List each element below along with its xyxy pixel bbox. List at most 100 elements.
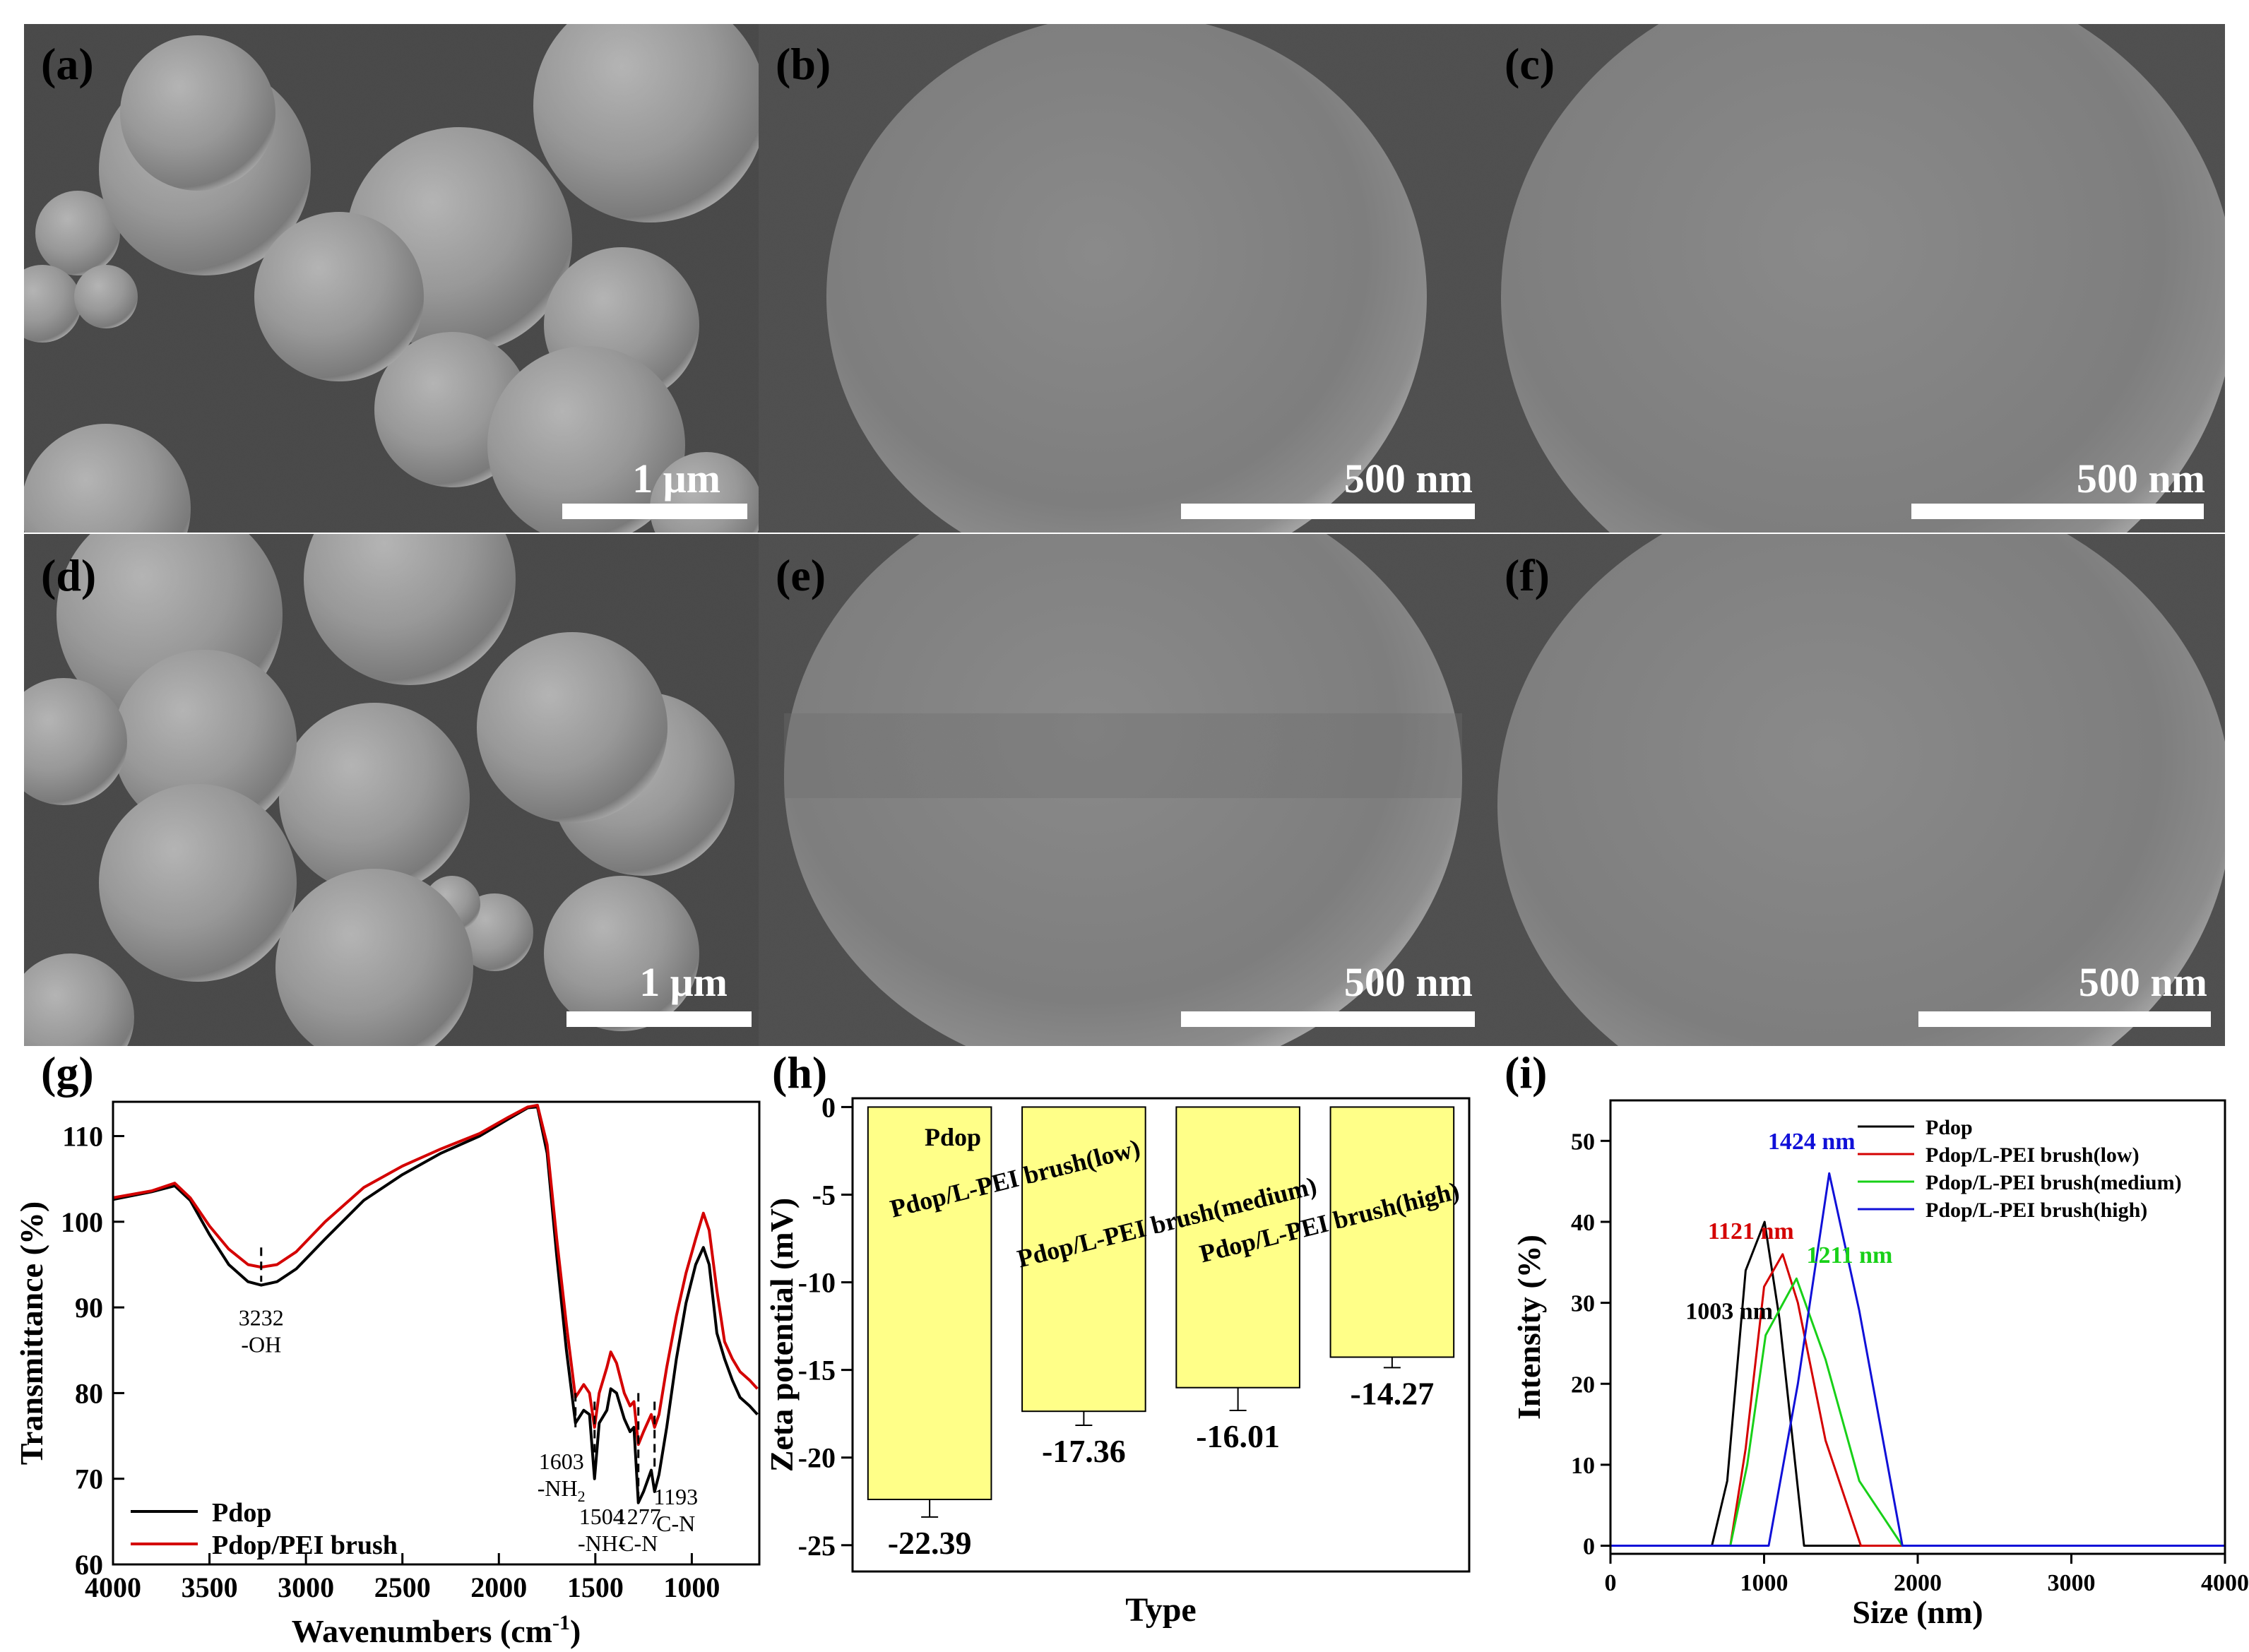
x-tick-label: 3000 <box>278 1571 334 1603</box>
y-tick-label: 30 <box>1571 1291 1595 1317</box>
y-tick-label: 20 <box>1571 1372 1595 1398</box>
sem-image-c <box>1488 24 2225 533</box>
peak-label-1: 1121 nm <box>1708 1218 1794 1244</box>
y-axis-label: Zeta potential (mV) <box>764 1198 800 1472</box>
annotation-label: -NH2 <box>538 1475 586 1505</box>
scale-bar-c <box>1911 504 2204 519</box>
y-tick-label: -5 <box>812 1179 836 1211</box>
sem-image-f <box>1488 534 2225 1046</box>
value-label-3: -14.27 <box>1350 1375 1434 1411</box>
sem-panel-c: (c) 500 nm <box>1488 24 2225 533</box>
plot-frame-g <box>112 1100 761 1566</box>
y-tick-label: -25 <box>798 1530 836 1562</box>
x-tick-label: 4000 <box>85 1571 141 1603</box>
y-tick-label: 100 <box>61 1206 103 1238</box>
y-tick-label: 110 <box>62 1121 103 1153</box>
y-tick-label: 80 <box>75 1377 103 1409</box>
panel-label-b: (b) <box>776 39 831 89</box>
sem-image-a <box>24 24 759 533</box>
bar-2 <box>1175 1106 1300 1389</box>
x-axis-label: Size (nm) <box>1852 1594 1983 1630</box>
scale-bar-a <box>562 504 747 519</box>
x-tick-label: 1000 <box>663 1571 720 1603</box>
panel-label-e: (e) <box>776 550 826 600</box>
sem-image-e <box>759 534 1488 1046</box>
bar-1 <box>1021 1106 1146 1413</box>
annotation-label: C-N <box>619 1531 658 1556</box>
series-line-0 <box>1610 1220 2225 1547</box>
x-axis-label: Wavenumbers (cm-1) <box>292 1611 581 1649</box>
y-tick-label: 90 <box>75 1292 103 1324</box>
scale-label-d: 1 μm <box>639 959 728 1005</box>
legend-label-2: Pdop/L-PEI brush(medium) <box>1925 1171 2182 1194</box>
y-tick-label: -15 <box>798 1355 836 1386</box>
scale-label-f: 500 nm <box>2079 959 2207 1005</box>
legend-label-1: Pdop/L-PEI brush(low) <box>1925 1143 2140 1167</box>
category-label-0: Pdop <box>925 1123 981 1151</box>
x-tick-label: 2000 <box>470 1571 527 1603</box>
y-tick-label: 50 <box>1571 1129 1595 1155</box>
x-tick-label: 1000 <box>1740 1570 1788 1596</box>
annotation-label: 1193 <box>653 1484 698 1509</box>
scale-label-b: 500 nm <box>1344 456 1473 501</box>
bar-0 <box>867 1106 992 1501</box>
y-tick-label: 0 <box>1583 1534 1595 1560</box>
x-tick-label: 2000 <box>1894 1570 1942 1596</box>
legend-label-3: Pdop/L-PEI brush(high) <box>1925 1199 2147 1222</box>
x-tick-label: 0 <box>1605 1570 1617 1596</box>
annotation-label: 1603 <box>539 1449 584 1474</box>
scale-label-e: 500 nm <box>1344 959 1473 1005</box>
series-line-1 <box>1610 1253 2225 1547</box>
chart-g: (g) 4000 3500 3000 2500 2000 1500 1000 60 70 80 90 1… <box>13 1047 761 1649</box>
series-line-2 <box>1610 1277 2225 1547</box>
value-label-2: -16.01 <box>1196 1418 1280 1454</box>
panel-label-f: (f) <box>1505 550 1550 600</box>
x-tick-label: 3000 <box>2048 1570 2096 1596</box>
scale-label-a: 1 μm <box>632 456 720 501</box>
annotation-label: -OH <box>241 1332 281 1357</box>
annotation-label: -NH- <box>578 1531 626 1556</box>
bar-3 <box>1329 1106 1455 1358</box>
y-tick-label: -10 <box>798 1267 836 1299</box>
y-axis-label: Transmittance (%) <box>13 1201 49 1465</box>
chart-i: (i) 0 1000 2000 3000 4000 0 10 20 30 40 50 Size (nm)… <box>1505 1047 2249 1630</box>
annotation-label: C-N <box>656 1511 695 1536</box>
peak-label-3: 1424 nm <box>1768 1129 1856 1155</box>
scale-bar-d <box>566 1011 752 1027</box>
sem-panel-e: (e) 500 nm <box>759 534 1488 1046</box>
x-axis-label: Type <box>1125 1591 1196 1629</box>
sem-panel-f: (f) 500 nm <box>1488 534 2225 1046</box>
x-tick-label: 4000 <box>2201 1570 2249 1596</box>
annotation-label: 3232 <box>239 1305 284 1331</box>
scale-bar-b <box>1181 504 1475 519</box>
x-tick-label: 1500 <box>567 1571 624 1603</box>
y-tick-label: 10 <box>1571 1453 1595 1479</box>
panel-label-h: (h) <box>772 1047 827 1098</box>
legend-label-0: Pdop <box>212 1498 271 1528</box>
y-axis-label: Intensity (%) <box>1511 1235 1547 1420</box>
sem-image-b <box>759 24 1488 533</box>
panel-label-a: (a) <box>41 39 94 89</box>
series-line-3 <box>1610 1172 2225 1547</box>
sem-image-d <box>24 534 759 1046</box>
value-label-0: -22.39 <box>888 1525 972 1561</box>
peak-label-2: 1211 nm <box>1806 1242 1892 1268</box>
series-line-0 <box>112 1105 759 1504</box>
legend-label-1: Pdop/PEI brush <box>212 1531 398 1560</box>
x-tick-label: 2500 <box>374 1571 431 1603</box>
y-tick-label: 40 <box>1571 1210 1595 1236</box>
legend-label-0: Pdop <box>1925 1116 1973 1139</box>
sem-panel-a: (a) 1 μm <box>24 24 759 533</box>
y-tick-label: 60 <box>75 1549 103 1581</box>
panel-label-i: (i) <box>1505 1047 1547 1098</box>
sem-panel-b: (b) 500 nm <box>759 24 1488 533</box>
annotation-label: 1277 <box>616 1504 661 1529</box>
peak-label-0: 1003 nm <box>1685 1299 1773 1325</box>
panel-label-d: (d) <box>41 550 96 600</box>
scale-bar-f <box>1918 1011 2211 1027</box>
scale-bar-e <box>1181 1011 1475 1027</box>
plot-frame-h <box>851 1097 1471 1573</box>
scale-label-c: 500 nm <box>2077 456 2205 501</box>
x-tick-label: 3500 <box>182 1571 238 1603</box>
value-label-1: -17.36 <box>1042 1433 1126 1469</box>
